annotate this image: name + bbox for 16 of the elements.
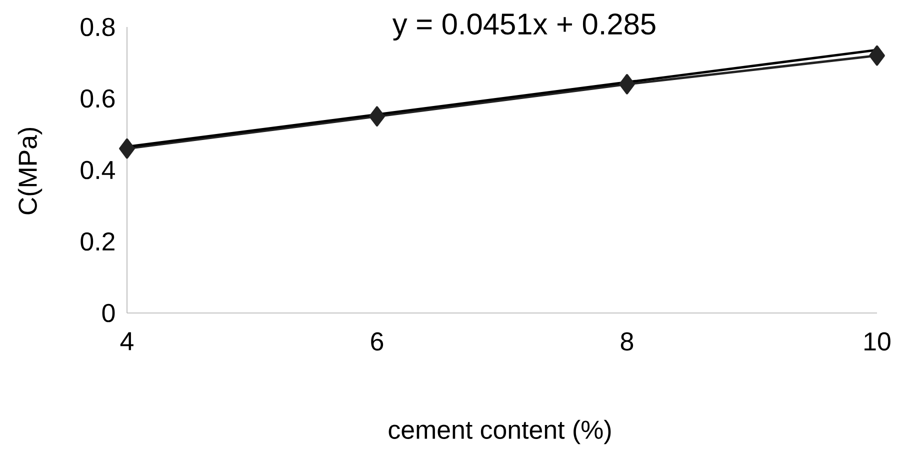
annotation: y = 0.0451x + 0.285 xyxy=(392,13,656,41)
x-tick-label: 6 xyxy=(371,332,384,351)
point xyxy=(369,106,385,127)
point xyxy=(119,138,135,159)
y-tick-label: 0 xyxy=(102,304,115,322)
y-tick-label: 0.4 xyxy=(80,160,115,180)
x-tick-label: 4 xyxy=(120,332,134,350)
x-tick-label: 8 xyxy=(620,332,634,351)
point xyxy=(869,45,885,66)
x-tick-label: 10 xyxy=(864,332,890,351)
y-tick-label: 0.2 xyxy=(80,232,114,251)
point xyxy=(619,74,635,94)
x-axis-title: cement content (%) xyxy=(388,420,611,444)
y-axis-title: C(MPa) xyxy=(18,128,42,214)
y-tick-label: 0.6 xyxy=(80,89,115,108)
y-tick-label: 0.8 xyxy=(80,18,115,36)
